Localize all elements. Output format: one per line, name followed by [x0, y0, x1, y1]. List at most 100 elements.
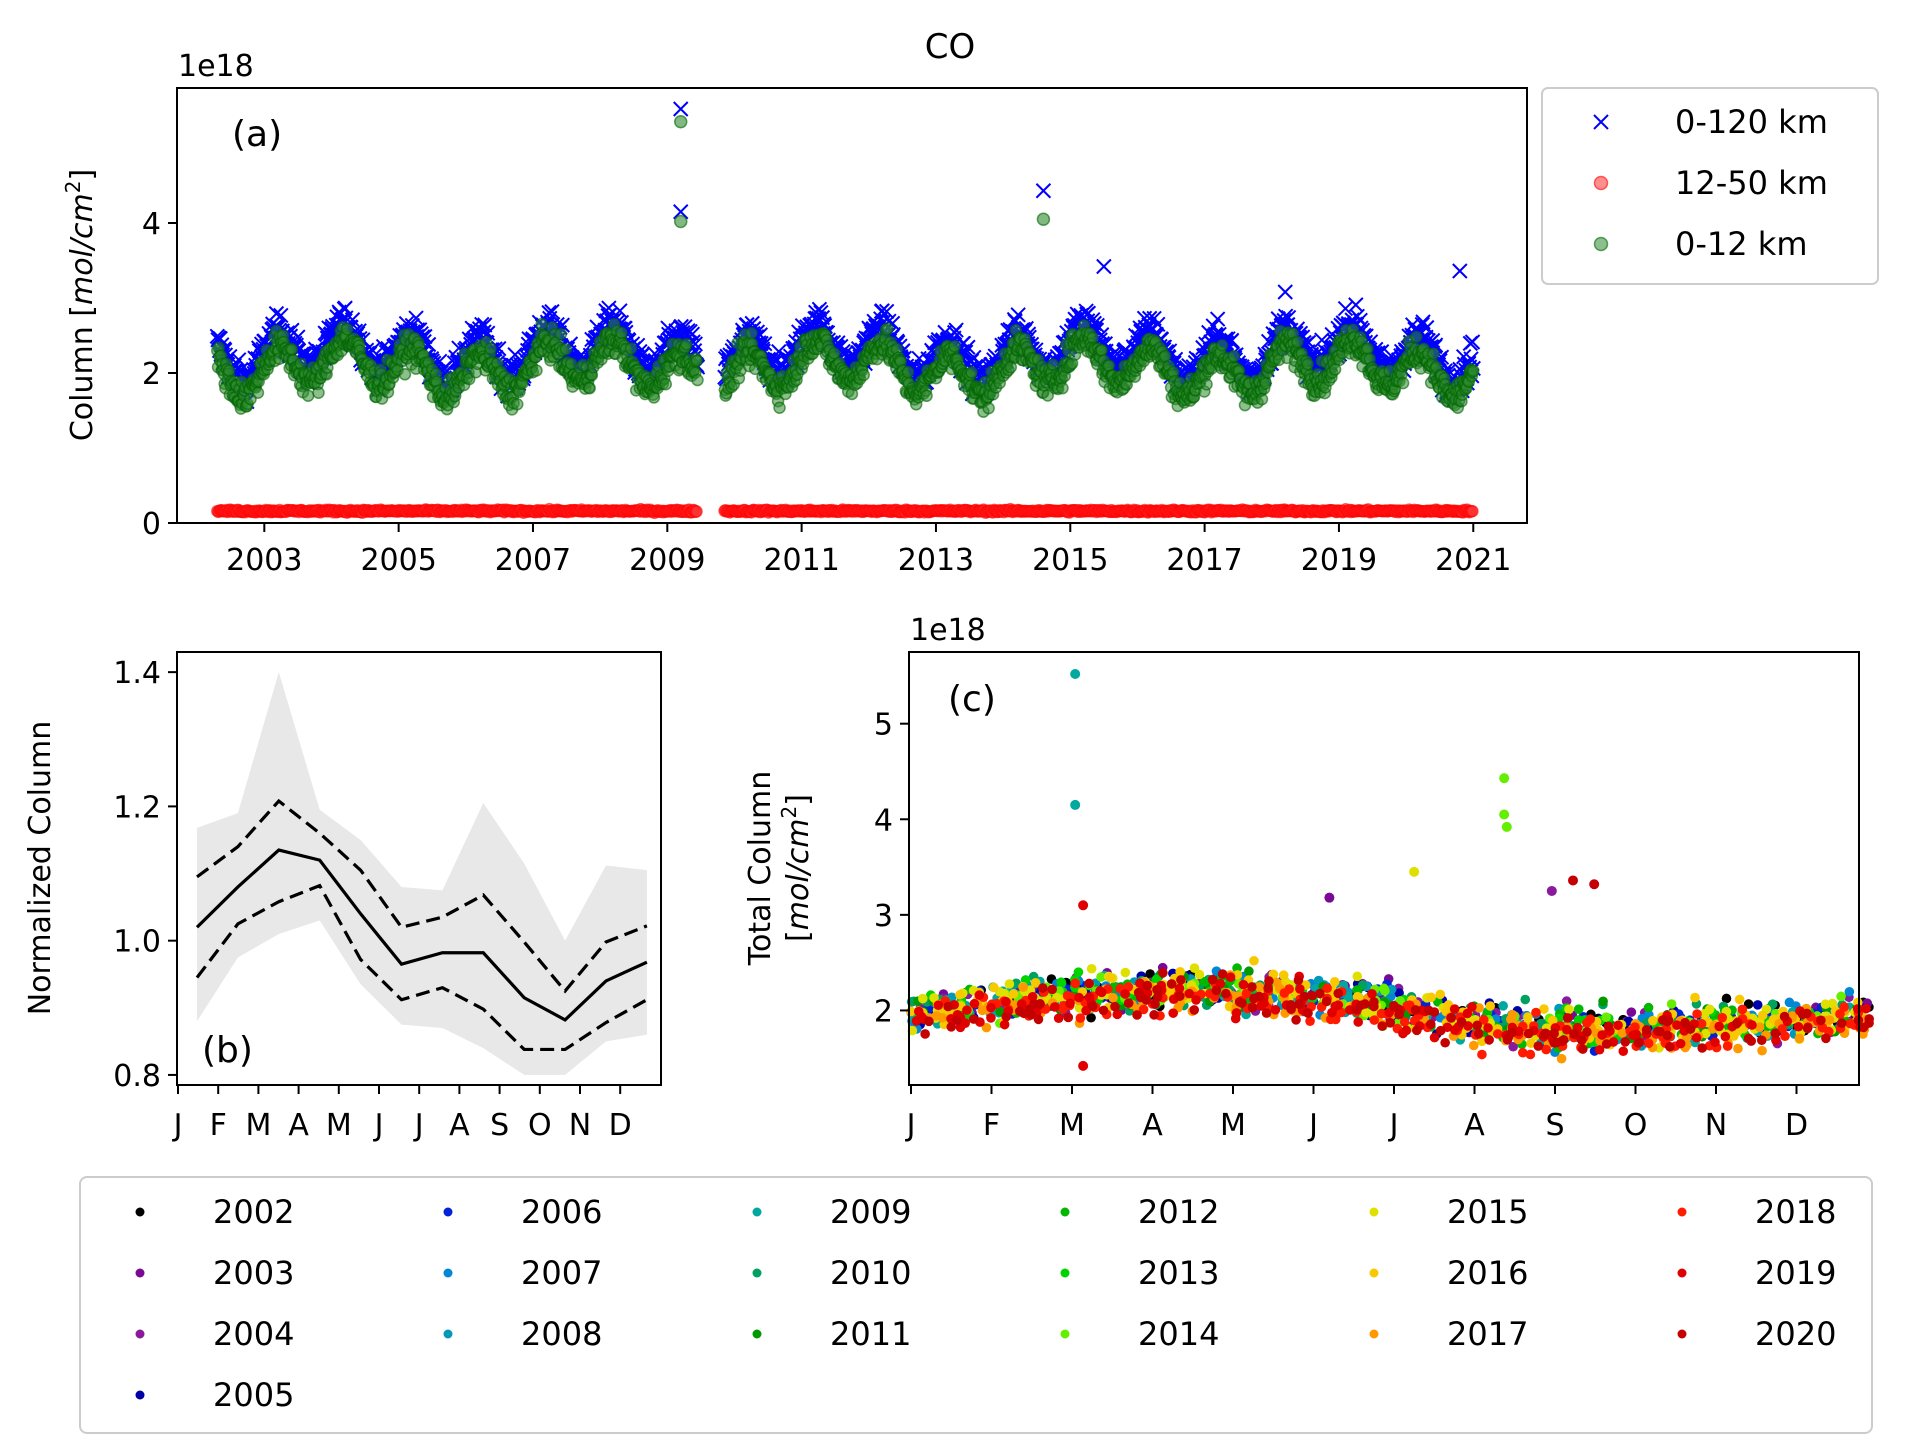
- panel-b-y-tick-label: 1.2: [113, 790, 161, 825]
- marker: [222, 364, 236, 377]
- panel-a-axes-frame: [176, 87, 1528, 524]
- panel-a-offset-label: 1e18: [178, 49, 254, 84]
- marker: [1277, 284, 1293, 300]
- marker: [1158, 349, 1172, 363]
- marker: [1463, 351, 1479, 367]
- marker: [691, 373, 704, 387]
- marker: [673, 318, 689, 335]
- marker: [965, 366, 978, 379]
- marker: [1141, 310, 1158, 327]
- panel-a-x-tick-label: 2019: [1301, 543, 1377, 578]
- panel-b-x-tick-label: M: [245, 1108, 271, 1143]
- marker: [535, 317, 548, 331]
- panel-a-x-tick-label: 2011: [763, 543, 839, 578]
- series-12-50km: [211, 502, 1479, 520]
- marker: [1095, 343, 1108, 357]
- range-band: [197, 672, 647, 1075]
- marker: [1361, 342, 1374, 355]
- marker: [285, 343, 299, 356]
- panel-a-label: (a): [232, 114, 282, 155]
- marker: [554, 327, 568, 341]
- marker: [1280, 309, 1297, 326]
- marker: [1096, 258, 1112, 275]
- marker: [511, 397, 524, 411]
- marker: [1467, 364, 1480, 378]
- data-point: [1626, 1007, 1637, 1017]
- marker: [1209, 311, 1226, 327]
- panel-b-y-tick-label: 1.0: [113, 925, 161, 960]
- marker: [1036, 212, 1051, 226]
- marker: [268, 305, 285, 322]
- legend-label: 0-120 km: [1675, 103, 1828, 141]
- marker: [1150, 316, 1166, 333]
- panel-b-x-tick-label: F: [210, 1108, 227, 1143]
- marker: [1300, 334, 1317, 351]
- marker: [544, 303, 560, 320]
- panel-a-y-ticks: 024: [142, 207, 177, 542]
- marker: [530, 364, 543, 377]
- marker: [1255, 392, 1269, 406]
- marker: [813, 304, 829, 321]
- panel-a-x-tick-label: 2009: [629, 543, 705, 578]
- marker: [301, 389, 315, 402]
- marker: [1056, 381, 1069, 395]
- marker: [559, 342, 573, 356]
- panel-b-y-axis-label: Normalized Column: [23, 721, 58, 1016]
- marker: [583, 381, 596, 395]
- marker: [690, 505, 703, 518]
- marker: [673, 101, 689, 117]
- panel-a-x-tick-label: 2013: [898, 543, 974, 578]
- marker: [484, 342, 497, 355]
- marker: [1080, 305, 1097, 321]
- marker: [948, 322, 964, 338]
- marker: [1086, 331, 1100, 345]
- marker: [1259, 377, 1272, 390]
- legend-label: 0-12 km: [1675, 225, 1808, 263]
- panel-b-x-tick-label: J: [413, 1108, 424, 1143]
- panel-a-x-tick-label: 2003: [226, 543, 302, 578]
- data-point: [1752, 1000, 1763, 1010]
- marker: [1464, 334, 1481, 350]
- series-0-12km: [211, 115, 1480, 418]
- marker: [659, 377, 673, 391]
- marker: [1200, 378, 1213, 391]
- marker: [290, 329, 306, 345]
- marker: [312, 386, 325, 399]
- marker: [231, 352, 247, 368]
- panel-a-y-tick-label: 2: [142, 357, 161, 392]
- marker: [1427, 347, 1440, 360]
- marker: [1314, 332, 1330, 348]
- marker: [673, 214, 688, 229]
- marker: [1227, 350, 1241, 363]
- panel-b-x-tick-label: J: [373, 1108, 384, 1143]
- marker: [615, 326, 628, 339]
- panel-a-legend: 0-120 km 12-50 km 0-12 km: [1541, 87, 1879, 285]
- panel-a-x-tick-label: 2007: [495, 543, 571, 578]
- marker: [1010, 307, 1026, 323]
- marker: [771, 343, 787, 360]
- panel-a-x-tick-label: 2021: [1435, 543, 1511, 578]
- panel-a-x-tick-label: 2005: [360, 543, 436, 578]
- marker: [1035, 183, 1052, 199]
- marker: [541, 304, 557, 321]
- panel-b-x-tick-label: A: [449, 1108, 470, 1143]
- marker: [624, 342, 638, 355]
- panel-a-points: [209, 101, 1481, 520]
- panel-a-x-tick-label: 2017: [1166, 543, 1242, 578]
- marker: [901, 365, 915, 379]
- marker: [881, 322, 894, 335]
- marker: [673, 115, 688, 129]
- panel-a-y-tick-label: 4: [142, 207, 161, 242]
- marker: [811, 301, 828, 318]
- data-point: [1784, 997, 1795, 1008]
- legend-label: 12-50 km: [1675, 164, 1828, 202]
- panel-b-x-tick-label: A: [288, 1108, 309, 1143]
- panel-a-y-axis-label: Column [mol/cm2]: [61, 169, 100, 441]
- marker: [680, 338, 693, 351]
- marker: [1301, 357, 1315, 371]
- marker: [1410, 330, 1423, 344]
